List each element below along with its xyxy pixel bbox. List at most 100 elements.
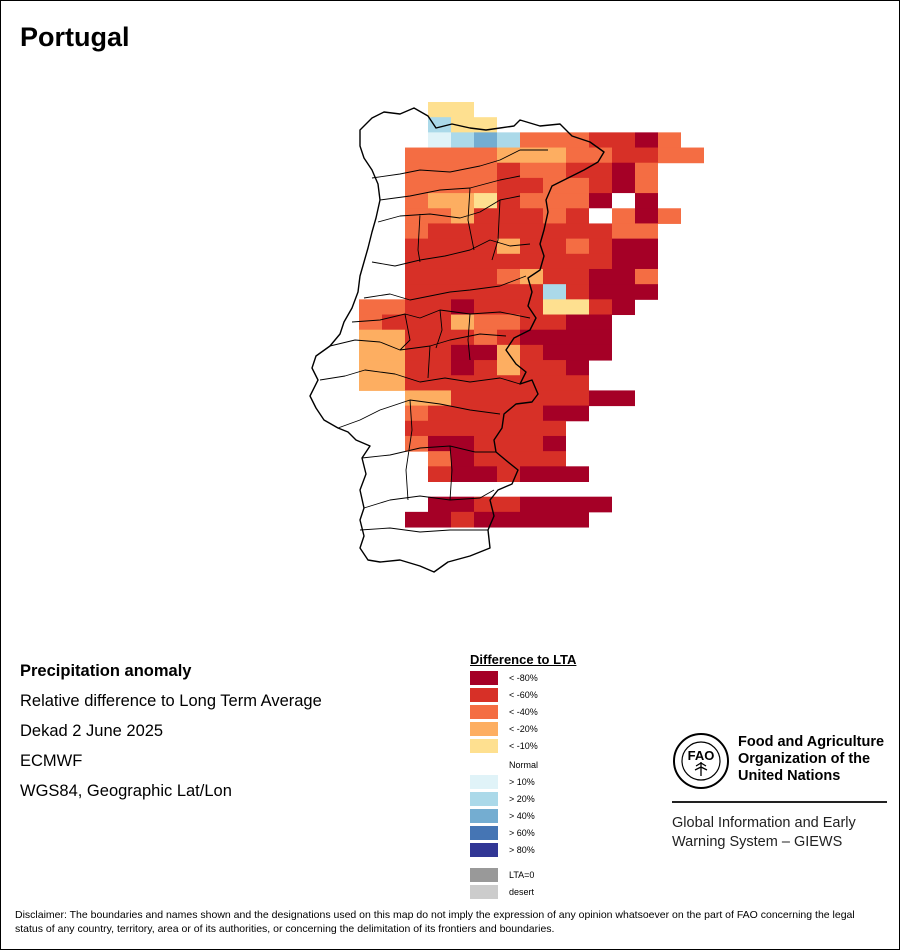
fao-logo-icon: FAO xyxy=(673,733,729,789)
anomaly-cell xyxy=(474,375,497,391)
anomaly-cell xyxy=(658,132,681,149)
anomaly-cell xyxy=(474,147,497,164)
anomaly-cell xyxy=(451,162,474,179)
anomaly-cell xyxy=(589,390,612,407)
anomaly-cell xyxy=(428,314,451,331)
anomaly-cell xyxy=(589,147,612,164)
anomaly-cell xyxy=(497,314,520,331)
anomaly-cell xyxy=(428,420,451,437)
anomaly-cell xyxy=(543,420,566,437)
anomaly-cell xyxy=(543,299,566,316)
anomaly-cell xyxy=(451,314,474,331)
legend-label: < -80% xyxy=(509,673,538,683)
anomaly-cell xyxy=(635,177,658,194)
anomaly-cell xyxy=(405,268,428,285)
anomaly-cell xyxy=(543,268,566,285)
legend-swatch xyxy=(470,843,498,857)
anomaly-cell xyxy=(543,238,566,255)
fao-divider xyxy=(672,801,887,803)
anomaly-cell xyxy=(520,208,543,224)
anomaly-cell xyxy=(566,162,589,179)
anomaly-cell xyxy=(428,405,451,422)
anomaly-cell xyxy=(451,284,474,300)
legend-item: > 60% xyxy=(470,826,535,840)
anomaly-cell xyxy=(566,193,589,209)
anomaly-cell xyxy=(428,360,451,376)
anomaly-cell xyxy=(543,208,566,224)
anomaly-cell xyxy=(543,375,566,391)
anomaly-cell xyxy=(405,390,428,407)
anomaly-cell xyxy=(474,268,497,285)
legend-swatch xyxy=(470,885,498,899)
anomaly-cell xyxy=(405,177,428,194)
anomaly-cell xyxy=(497,390,520,407)
anomaly-cell xyxy=(612,253,635,270)
anomaly-cell xyxy=(566,299,589,316)
anomaly-cell xyxy=(497,208,520,224)
legend-swatch xyxy=(470,809,498,823)
anomaly-cell xyxy=(543,344,566,361)
anomaly-cell xyxy=(451,420,474,437)
anomaly-cell xyxy=(543,223,566,240)
anomaly-cell xyxy=(428,268,451,285)
anomaly-cell xyxy=(589,162,612,179)
anomaly-cell xyxy=(566,511,589,528)
anomaly-cell xyxy=(566,238,589,255)
anomaly-cell xyxy=(428,132,451,149)
anomaly-cell xyxy=(612,147,635,164)
anomaly-cell xyxy=(497,132,520,149)
anomaly-cell xyxy=(451,147,474,164)
giews-name: Global Information and Early Warning Sys… xyxy=(672,815,856,850)
anomaly-cell xyxy=(635,193,658,209)
anomaly-cell xyxy=(543,193,566,209)
anomaly-cell xyxy=(589,193,612,209)
anomaly-cell xyxy=(405,511,428,528)
legend-item: < -10% xyxy=(470,739,538,753)
anomaly-cell xyxy=(405,299,428,316)
info-line-3: ECMWF xyxy=(20,752,83,770)
legend-item: Normal xyxy=(470,758,538,772)
anomaly-cell xyxy=(612,177,635,194)
anomaly-cell xyxy=(497,451,520,467)
anomaly-cell xyxy=(474,390,497,407)
precipitation-anomaly-map xyxy=(309,102,704,573)
anomaly-cell xyxy=(451,253,474,270)
anomaly-cell xyxy=(428,511,451,528)
anomaly-cell xyxy=(474,344,497,361)
anomaly-cell xyxy=(382,375,405,391)
anomaly-cell xyxy=(612,208,635,224)
anomaly-cell xyxy=(428,238,451,255)
anomaly-cell xyxy=(428,208,451,224)
legend-label: > 60% xyxy=(509,828,535,838)
anomaly-cell xyxy=(566,390,589,407)
anomaly-cell xyxy=(520,466,543,482)
legend-item: < -60% xyxy=(470,688,538,702)
legend-label: LTA=0 xyxy=(509,870,535,880)
anomaly-cell xyxy=(451,102,474,118)
anomaly-cell xyxy=(589,132,612,149)
anomaly-cell xyxy=(497,360,520,376)
anomaly-cell xyxy=(543,253,566,270)
anomaly-cell xyxy=(566,177,589,194)
anomaly-cell xyxy=(520,238,543,255)
anomaly-cell xyxy=(520,147,543,164)
anomaly-cell xyxy=(451,375,474,391)
anomaly-cell xyxy=(451,132,474,149)
anomaly-cell xyxy=(451,299,474,316)
anomaly-cell xyxy=(428,375,451,391)
legend-swatch xyxy=(470,739,498,753)
anomaly-cell xyxy=(543,132,566,149)
anomaly-cell xyxy=(497,435,520,452)
anomaly-cell xyxy=(589,177,612,194)
anomaly-cell xyxy=(474,299,497,316)
anomaly-cell xyxy=(520,162,543,179)
anomaly-cell xyxy=(474,314,497,331)
anomaly-cell xyxy=(451,268,474,285)
legend-item: < -80% xyxy=(470,671,538,685)
anomaly-cell xyxy=(520,360,543,376)
anomaly-cell xyxy=(520,435,543,452)
anomaly-cell xyxy=(589,344,612,361)
anomaly-cell xyxy=(612,193,635,209)
anomaly-cell xyxy=(474,238,497,255)
anomaly-cell xyxy=(612,268,635,285)
